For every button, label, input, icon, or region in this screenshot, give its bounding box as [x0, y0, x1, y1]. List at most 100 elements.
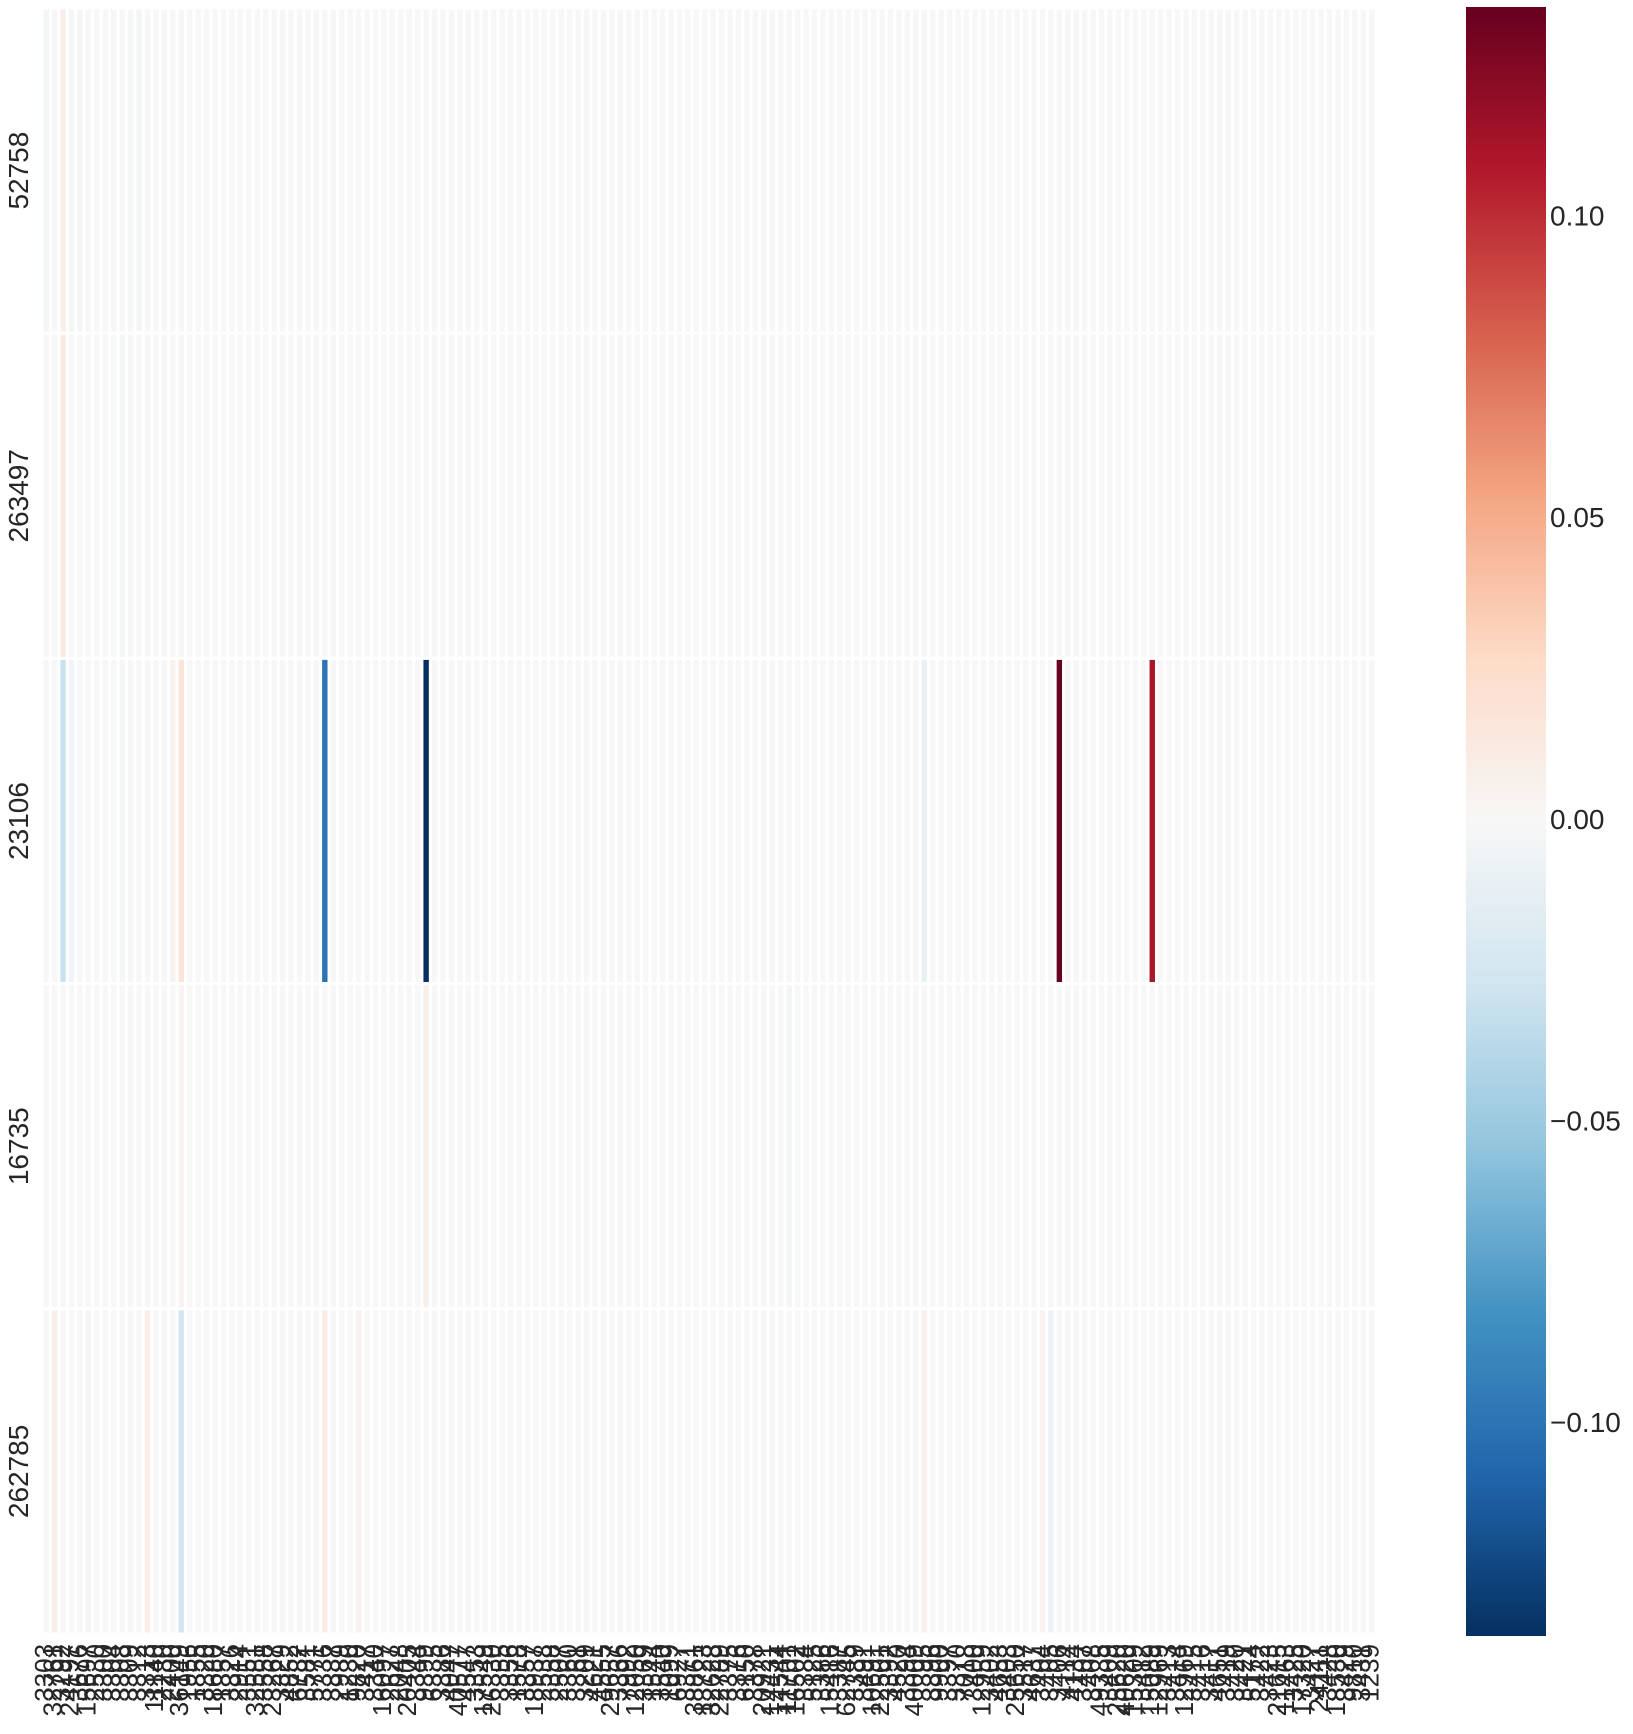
column-tick-label: 3400: [958, 1644, 988, 1702]
column-tick-label: 3361: [561, 1644, 591, 1702]
column-tick-label: 7018: [949, 1644, 979, 1702]
column-tick-label: 2914: [223, 1644, 253, 1702]
column-tick-label: 15309: [1118, 1644, 1148, 1716]
column-tick-label: 3491: [848, 1644, 878, 1702]
column-tick-label: 7992: [612, 1644, 642, 1702]
column-tick-label: 3392: [873, 1644, 903, 1702]
column-tick-label: 3581: [291, 1644, 321, 1702]
column-tick-label: 4134: [1059, 1644, 1089, 1702]
column-tick-label: 3375: [713, 1644, 743, 1702]
column-tick-label: 3397: [932, 1644, 962, 1702]
column-tick-label: 3407: [1068, 1644, 1098, 1702]
heatmap-cell: [1366, 982, 1378, 1311]
colorbar-ticks: −0.10 −0.05 0.00 0.05 0.10: [1550, 201, 1621, 1439]
column-tick-label: 3312: [122, 1644, 152, 1702]
column-tick-label: 9399: [409, 1644, 439, 1702]
column-tick-label: 3409: [1093, 1644, 1123, 1702]
column-tick-label: 3396: [916, 1644, 946, 1702]
column-tick-label: 2989: [325, 1644, 355, 1702]
column-tick-label: 1855: [181, 1644, 211, 1702]
column-tick-label: 3369: [629, 1644, 659, 1702]
column-tick-label: 2048: [384, 1644, 414, 1702]
column-tick-label: 11701: [772, 1644, 802, 1714]
column-tick-label: 9900: [924, 1644, 954, 1702]
column-tick-label: 12959: [966, 1644, 996, 1716]
column-tick-label: 3421: [1228, 1644, 1258, 1702]
column-tick-label: 3551: [232, 1644, 262, 1702]
column-tick-label: 24197: [54, 1644, 84, 1716]
column-tick-label: 1857: [206, 1644, 236, 1702]
column-tick-label: 3292: [46, 1644, 76, 1702]
row-tick-label: 262785: [3, 1425, 34, 1518]
column-tick-label: 3395: [907, 1644, 937, 1702]
column-tick-label: 2507: [544, 1644, 574, 1702]
column-tick-label: 3429: [1329, 1644, 1359, 1702]
column-tick-label: 3300: [88, 1644, 118, 1702]
column-tick-label: 10691: [856, 1644, 886, 1716]
column-tick-label: 11140: [139, 1644, 169, 1712]
column-tick-label: 3413: [1152, 1644, 1182, 1702]
column-tick-label: 1956: [173, 1644, 203, 1702]
colorbar-tick-label: −0.05: [1550, 1106, 1621, 1137]
column-tick-label: 3540: [645, 1644, 675, 1702]
column-tick-label: 2400: [156, 1644, 186, 1702]
column-labels: 3303327613292241973676156972530330033043…: [29, 1644, 1385, 1716]
column-tick-label: 49335: [1084, 1644, 1114, 1716]
colorbar-tick-label: 0.10: [1550, 201, 1605, 232]
column-tick-label: 16097: [367, 1644, 397, 1716]
column-tick-label: 3558: [249, 1644, 279, 1702]
column-tick-label: 3412: [1127, 1644, 1157, 1702]
column-tick-label: 2280: [147, 1644, 177, 1702]
column-tick-label: 4637: [1017, 1644, 1047, 1702]
column-tick-label: 3420: [1220, 1644, 1250, 1702]
column-tick-label: 3303: [29, 1644, 59, 1702]
heatmap-cell: [1366, 1307, 1378, 1636]
column-tick-label: 4520: [882, 1644, 912, 1702]
column-tick-label: 4114: [1051, 1644, 1081, 1700]
row-tick-label: 23106: [3, 782, 34, 860]
column-tick-label: 15089: [1135, 1644, 1165, 1716]
column-tick-label: 3357: [510, 1644, 540, 1702]
column-tick-label: 3384: [789, 1644, 819, 1702]
column-tick-label: 1239: [1355, 1644, 1385, 1702]
column-tick-label: 3355: [485, 1644, 515, 1702]
column-tick-label: 4852: [274, 1644, 304, 1702]
column-tick-label: 3414: [1160, 1644, 1190, 1702]
heatmap-plot-area: [40, 6, 1378, 1636]
column-tick-label: 1230: [333, 1644, 363, 1702]
column-tick-label: 21615: [1262, 1644, 1292, 1716]
column-tick-label: 3422: [1245, 1644, 1275, 1702]
column-tick-label: 16502: [781, 1644, 811, 1716]
column-tick-label: 22501: [865, 1644, 895, 1716]
column-tick-label: 40009: [899, 1644, 929, 1716]
column-tick-label: 12969: [1144, 1644, 1174, 1716]
column-tick-label: 14431: [755, 1644, 785, 1716]
column-tick-label: 1544: [637, 1644, 667, 1702]
column-tick-label: 62745: [831, 1644, 861, 1716]
column-tick-label: 3320: [189, 1644, 219, 1702]
column-tick-label: 29657: [595, 1644, 625, 1716]
heatmap-cell: [1366, 656, 1378, 986]
column-tick-label: 2530: [80, 1644, 110, 1702]
heatmap-cell: [1366, 331, 1378, 660]
column-tick-label: 18937: [519, 1644, 549, 1716]
column-tick-label: 15697: [71, 1644, 101, 1716]
column-tick-label: 3378: [738, 1644, 768, 1702]
column-tick-label: 36149: [164, 1644, 194, 1716]
column-tick-label: 17320: [1287, 1644, 1317, 1716]
column-tick-label: 3408: [1076, 1644, 1106, 1702]
column-tick-label: 3366: [603, 1644, 633, 1702]
colorbar-tick-label: 0.05: [1550, 502, 1605, 533]
column-tick-label: 3344: [401, 1644, 431, 1702]
column-tick-label: 4547: [451, 1644, 481, 1702]
column-tick-label: 3676: [63, 1644, 93, 1702]
column-tick-label: 9810: [1338, 1644, 1368, 1702]
column-tick-label: 3387: [823, 1644, 853, 1702]
column-tick-label: 12050: [620, 1644, 650, 1716]
column-tick-label: 3417: [350, 1644, 380, 1702]
column-tick-label: 3416: [1186, 1644, 1216, 1702]
column-tick-label: 3389: [840, 1644, 870, 1702]
column-tick-label: 3370: [941, 1644, 971, 1702]
column-tick-label: 2538: [527, 1644, 557, 1702]
